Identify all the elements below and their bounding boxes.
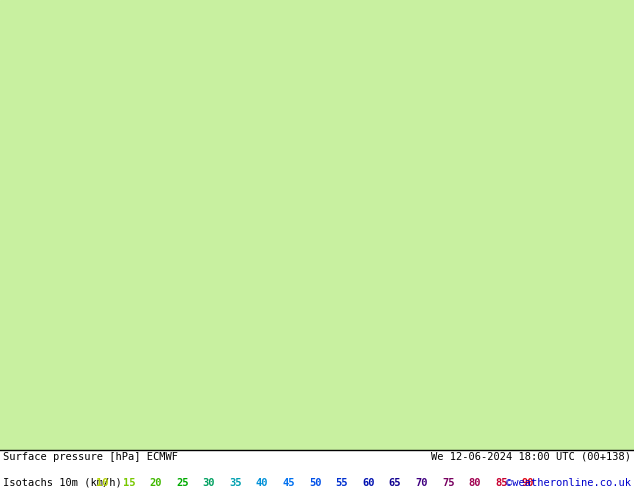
- Text: 75: 75: [442, 478, 455, 488]
- Text: Isotachs 10m (km/h): Isotachs 10m (km/h): [3, 478, 122, 488]
- Text: 70: 70: [415, 478, 428, 488]
- Text: 10: 10: [96, 478, 109, 488]
- Text: 85: 85: [495, 478, 508, 488]
- Text: 30: 30: [203, 478, 215, 488]
- Text: 60: 60: [362, 478, 375, 488]
- Text: ©weatheronline.co.uk: ©weatheronline.co.uk: [506, 478, 631, 488]
- Text: 45: 45: [283, 478, 295, 488]
- Text: 15: 15: [123, 478, 136, 488]
- Text: Surface pressure [hPa] ECMWF: Surface pressure [hPa] ECMWF: [3, 452, 178, 462]
- Text: 80: 80: [469, 478, 481, 488]
- Text: 90: 90: [522, 478, 534, 488]
- Text: 25: 25: [176, 478, 189, 488]
- Text: 35: 35: [230, 478, 242, 488]
- Text: 50: 50: [309, 478, 321, 488]
- Text: 55: 55: [335, 478, 348, 488]
- Text: 20: 20: [150, 478, 162, 488]
- Text: 40: 40: [256, 478, 268, 488]
- Text: 65: 65: [389, 478, 401, 488]
- Text: We 12-06-2024 18:00 UTC (00+138): We 12-06-2024 18:00 UTC (00+138): [431, 452, 631, 462]
